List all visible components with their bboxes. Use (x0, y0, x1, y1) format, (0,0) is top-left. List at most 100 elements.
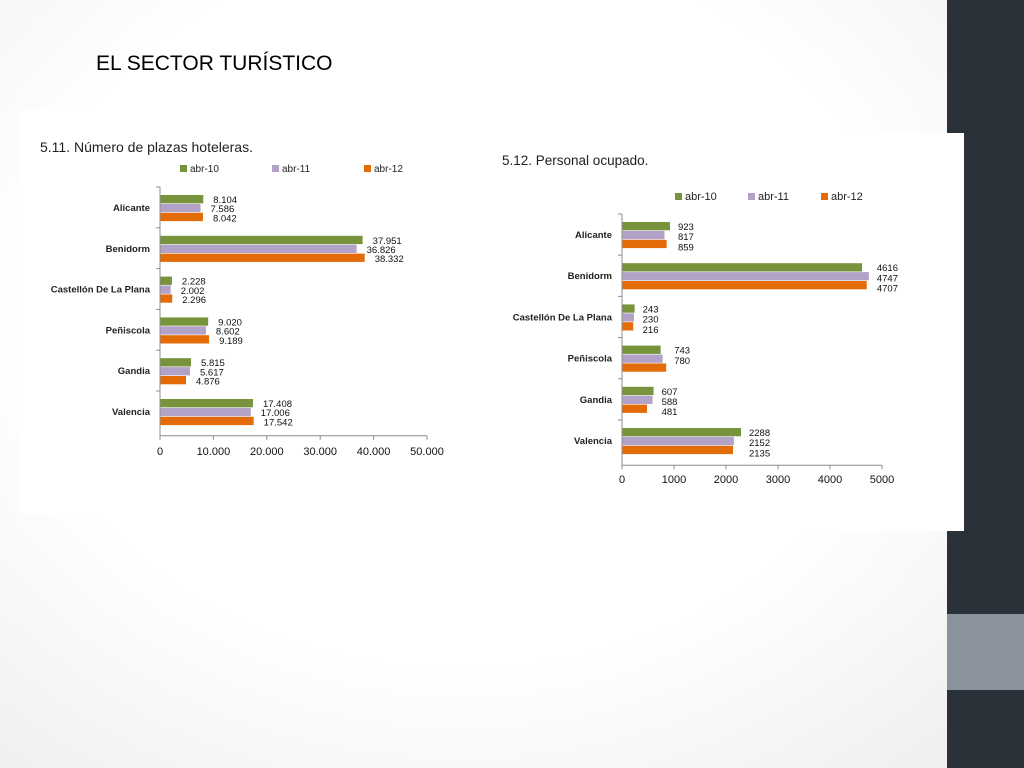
data-label-abr-12-valencia: 17.542 (264, 417, 293, 428)
x-tick-label-3: 30.000 (303, 446, 337, 458)
bar-abr-11-castellon-de-la-plana (622, 313, 634, 322)
bar-abr-10-benidorm (622, 263, 863, 272)
data-label-abr-10-alicante: 8.104 (213, 195, 237, 206)
legend-label-abr-11: abr-11 (758, 191, 789, 203)
bar-abr-10-peniscola (622, 345, 661, 354)
x-tick-label-1: 10.000 (197, 446, 231, 458)
bar-abr-11-gandia (160, 367, 190, 376)
bar-abr-11-valencia (622, 436, 734, 446)
bar-abr-12-peniscola (160, 335, 210, 344)
category-label-benidorm: Benidorm (568, 271, 612, 282)
data-label-abr-12-benidorm: 38.332 (375, 254, 404, 265)
x-tick-label-0: 0 (157, 446, 163, 458)
x-tick-label-4: 4000 (818, 474, 842, 486)
x-tick-label-5: 50.000 (410, 446, 444, 458)
chart-title: 5.11. Número de plazas hoteleras. (40, 139, 253, 155)
bar-abr-11-valencia (160, 407, 251, 417)
bar-abr-10-alicante (160, 195, 204, 204)
slide-title: EL SECTOR TURÍSTICO (96, 52, 333, 75)
data-label-abr-12-gandia: 481 (662, 407, 678, 418)
legend-swatch-abr-12 (364, 165, 371, 172)
data-label-abr-11-benidorm: 4747 (877, 273, 898, 284)
category-label-valencia: Valencia (574, 436, 613, 447)
data-label-abr-11-peniscola: 8.602 (216, 327, 240, 338)
data-label-abr-10-gandia: 5.815 (201, 358, 225, 369)
bar-abr-12-benidorm (160, 253, 365, 262)
legend-label-abr-10: abr-10 (685, 191, 717, 203)
bar-abr-12-gandia (160, 376, 187, 385)
bar-abr-11-alicante (622, 230, 665, 240)
legend-label-abr-12: abr-12 (374, 164, 403, 175)
bar-abr-10-valencia (622, 428, 741, 437)
bar-abr-11-gandia (622, 395, 653, 404)
category-label-peniscola: Peñiscola (106, 325, 151, 336)
legend-label-abr-10: abr-10 (190, 164, 219, 175)
bar-abr-10-alicante (622, 222, 670, 231)
x-tick-label-2: 20.000 (250, 446, 284, 458)
x-tick-label-1: 1000 (662, 474, 686, 486)
chart-personal-ocupado: 5.12. Personal ocupado. abr-10 abr-11 abr-1… (502, 153, 898, 486)
chart-panel-plazas: 5.11. Número de plazas hoteleras. abr-10 a… (20, 110, 506, 514)
x-tick-label-4: 40.000 (357, 446, 391, 458)
legend-label-abr-11: abr-11 (282, 164, 311, 175)
data-label-abr-10-castellon-de-la-plana: 243 (643, 304, 659, 315)
bar-abr-11-castellon-de-la-plana (160, 285, 171, 294)
bar-abr-10-gandia (622, 386, 654, 396)
bar-abr-10-castellon-de-la-plana (622, 304, 635, 313)
data-label-abr-12-castellon-de-la-plana: 216 (643, 325, 659, 336)
data-label-abr-10-peniscola: 743 (674, 346, 690, 357)
bar-abr-10-gandia (160, 358, 192, 367)
data-label-abr-12-peniscola: 9.189 (219, 336, 243, 347)
bar-abr-11-alicante (160, 203, 201, 213)
data-label-abr-11-valencia: 2152 (749, 438, 770, 449)
chart-plazas-hoteleras: 5.11. Número de plazas hoteleras. abr-10 a… (40, 139, 444, 458)
category-label-alicante: Alicante (113, 203, 150, 214)
data-label-abr-11-castellon-de-la-plana: 230 (643, 315, 659, 326)
data-label-abr-12-castellon-de-la-plana: 2.296 (182, 295, 206, 306)
data-label-abr-12-gandia: 4.876 (196, 377, 220, 388)
data-label-abr-11-peniscola: 780 (674, 356, 690, 367)
data-label-abr-11-gandia: 588 (662, 397, 678, 408)
x-tick-label-5: 5000 (870, 474, 894, 486)
legend-swatch-abr-10 (675, 193, 682, 200)
bar-abr-12-castellon-de-la-plana (160, 294, 173, 303)
data-label-abr-10-benidorm: 4616 (877, 263, 898, 274)
chart-title: 5.12. Personal ocupado. (502, 153, 648, 168)
category-label-benidorm: Benidorm (106, 244, 150, 255)
x-tick-label-3: 3000 (766, 474, 790, 486)
bar-abr-12-alicante (622, 239, 667, 249)
data-label-abr-12-alicante: 8.042 (213, 213, 237, 224)
bar-abr-12-gandia (622, 404, 648, 413)
data-label-abr-12-valencia: 2135 (749, 448, 770, 459)
bar-abr-11-benidorm (622, 272, 869, 281)
data-label-abr-10-valencia: 17.408 (263, 399, 292, 410)
bar-abr-11-peniscola (160, 326, 206, 335)
data-label-abr-11-valencia: 17.006 (261, 408, 290, 419)
bar-abr-11-peniscola (622, 354, 663, 363)
bar-abr-12-benidorm (622, 281, 867, 290)
data-label-abr-10-peniscola: 9.020 (218, 317, 242, 328)
legend-swatch-abr-11 (748, 193, 755, 200)
data-label-abr-10-alicante: 923 (678, 222, 694, 233)
category-label-peniscola: Peñiscola (568, 354, 613, 365)
x-tick-label-2: 2000 (714, 474, 738, 486)
data-label-abr-11-castellon-de-la-plana: 2.002 (181, 286, 205, 297)
data-label-abr-11-alicante: 817 (678, 232, 694, 243)
data-label-abr-10-gandia: 607 (662, 387, 678, 398)
x-tick-label-0: 0 (619, 474, 625, 486)
data-label-abr-11-gandia: 5.617 (200, 367, 224, 378)
data-label-abr-11-benidorm: 36.826 (367, 245, 396, 256)
bar-abr-12-valencia (160, 416, 254, 426)
bar-abr-10-castellon-de-la-plana (160, 276, 172, 285)
category-label-gandia: Gandia (580, 395, 613, 406)
legend-label-abr-12: abr-12 (831, 191, 863, 203)
category-label-alicante: Alicante (575, 230, 612, 241)
bar-abr-10-benidorm (160, 235, 363, 245)
chart-panel-personal: 5.12. Personal ocupado. abr-10 abr-11 abr-1… (474, 133, 964, 531)
data-label-abr-12-alicante: 859 (678, 242, 694, 253)
legend-swatch-abr-11 (272, 165, 279, 172)
data-label-abr-11-alicante: 7.586 (211, 204, 235, 215)
bar-abr-12-peniscola (622, 363, 667, 372)
bar-abr-12-alicante (160, 212, 203, 222)
bar-abr-11-benidorm (160, 244, 357, 253)
